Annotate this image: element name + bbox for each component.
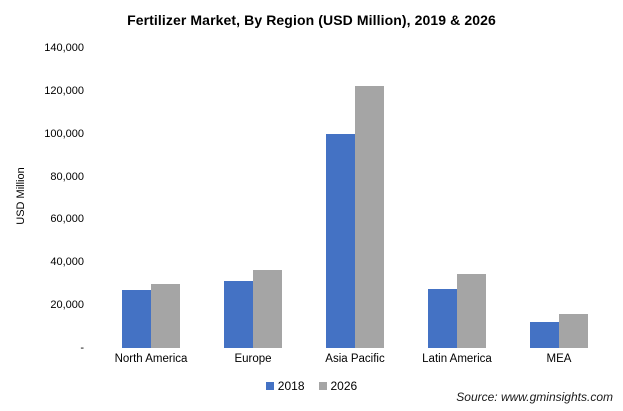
legend: 2018 2026 bbox=[0, 379, 623, 393]
bar-2018-mea bbox=[530, 322, 559, 348]
x-axis-label-europe: Europe bbox=[234, 353, 272, 365]
x-axis-label-latin-america: Latin America bbox=[422, 353, 492, 365]
bar-2026-mea bbox=[559, 313, 588, 348]
bar-2018-north-america bbox=[122, 290, 151, 348]
bar-2026-latin-america bbox=[457, 274, 486, 348]
bar-group-europe bbox=[202, 48, 304, 348]
y-tick-label-100000: 100,000 bbox=[44, 127, 84, 140]
chart-title: Fertilizer Market, By Region (USD Millio… bbox=[127, 12, 496, 28]
bar-2026-europe bbox=[253, 269, 282, 348]
bar-2018-latin-america bbox=[428, 289, 457, 348]
legend-label-2026: 2026 bbox=[330, 379, 358, 393]
bar-group-asia-pacific bbox=[304, 48, 406, 348]
legend-swatch-2026 bbox=[318, 382, 327, 390]
legend-item-2026: 2026 bbox=[318, 379, 358, 393]
bar-group-mea bbox=[508, 48, 610, 348]
bar-2026-north-america bbox=[151, 283, 180, 348]
y-tick-label-140000: 140,000 bbox=[44, 42, 84, 54]
y-tick-label-20000: 20,000 bbox=[50, 299, 84, 312]
x-axis-label-mea: MEA bbox=[546, 353, 572, 365]
bar-2026-asia-pacific bbox=[355, 85, 384, 348]
x-axis-labels: North America Europe Asia Pacific Latin Ame… bbox=[100, 353, 610, 365]
legend-swatch-2018 bbox=[265, 382, 274, 390]
y-tick-label-0: - bbox=[80, 342, 84, 354]
y-tick-label-80000: 80,000 bbox=[50, 170, 84, 183]
y-axis-ticks: 140,000 120,000 100,000 80,000 60,000 40,000 2… bbox=[0, 42, 84, 354]
legend-item-2018: 2018 bbox=[265, 379, 305, 393]
x-axis-label-asia-pacific: Asia Pacific bbox=[325, 353, 385, 365]
y-tick-label-120000: 120,000 bbox=[44, 84, 84, 97]
source-text: Source: www.gminsights.com bbox=[456, 390, 613, 404]
bar-group-latin-america bbox=[406, 48, 508, 348]
x-axis-label-north-america: North America bbox=[114, 353, 188, 365]
y-tick-label-60000: 60,000 bbox=[50, 213, 84, 226]
bar-group-north-america bbox=[100, 48, 202, 348]
bar-2018-asia-pacific bbox=[326, 133, 355, 348]
plot-area bbox=[100, 48, 610, 348]
y-tick-label-40000: 40,000 bbox=[50, 256, 84, 269]
bar-2018-europe bbox=[224, 280, 253, 348]
legend-label-2018: 2018 bbox=[277, 379, 305, 393]
